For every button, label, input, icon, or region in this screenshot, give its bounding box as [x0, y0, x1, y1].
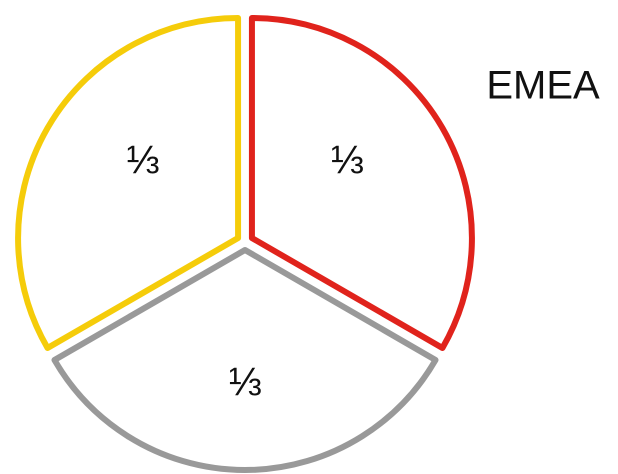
pie-slice — [51, 247, 439, 473]
slice-label: ⅓ — [331, 139, 364, 183]
slice-label: ⅓ — [126, 139, 159, 183]
pie-slice — [248, 15, 475, 351]
pie-slice — [15, 15, 242, 351]
chart-title: EMEA — [486, 64, 600, 108]
slice-label: ⅓ — [228, 361, 261, 405]
